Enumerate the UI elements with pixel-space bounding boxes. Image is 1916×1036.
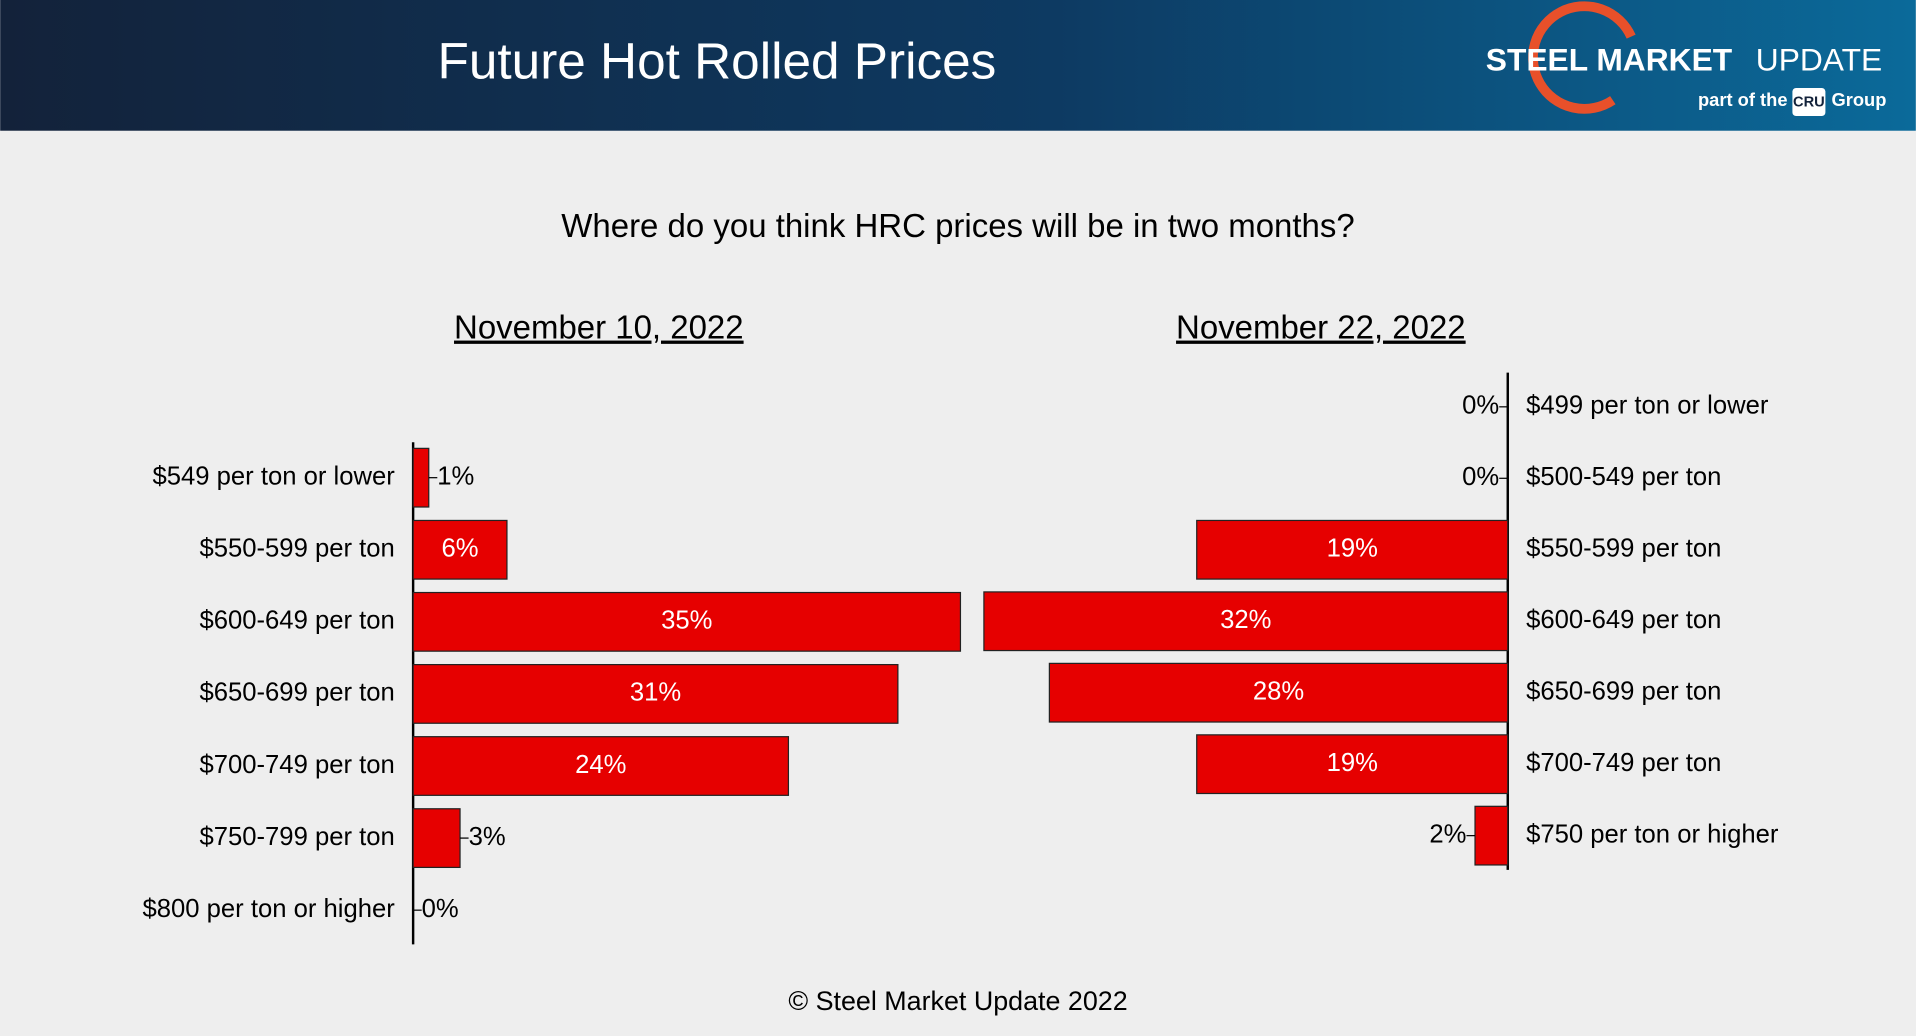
category-label: $650-699 per ton xyxy=(1526,677,1721,705)
bar xyxy=(412,447,430,508)
category-label: $800 per ton or higher xyxy=(142,895,395,923)
bar xyxy=(412,736,790,796)
brand-light: UPDATE xyxy=(1756,42,1882,78)
bar xyxy=(412,808,461,869)
bar xyxy=(983,591,1509,652)
category-label: $700-749 per ton xyxy=(1526,749,1721,777)
brand-badge-bg xyxy=(1792,87,1826,117)
value-label: 0% xyxy=(422,895,459,923)
chart-title: November 10, 2022 xyxy=(454,309,744,346)
category-label: $750 per ton or higher xyxy=(1526,820,1779,848)
logo-arc xyxy=(1528,1,1636,114)
category-label: $550-599 per ton xyxy=(199,535,394,563)
subtitle: Where do you think HRC prices will be in… xyxy=(561,207,1354,244)
bar xyxy=(412,663,899,724)
value-label: 31% xyxy=(630,679,681,707)
bar xyxy=(412,519,508,580)
value-label: 3% xyxy=(469,823,506,851)
category-label: $549 per ton or lower xyxy=(152,462,395,490)
value-label: 32% xyxy=(1220,606,1271,634)
category-label: $550-599 per ton xyxy=(1526,535,1721,563)
value-label: 19% xyxy=(1327,749,1378,777)
value-label: 19% xyxy=(1327,535,1378,563)
value-label: 28% xyxy=(1253,677,1304,705)
category-label: $500-549 per ton xyxy=(1526,463,1721,491)
bar xyxy=(1048,662,1509,723)
header-title: Future Hot Rolled Prices xyxy=(438,32,997,89)
category-label: $600-649 per ton xyxy=(199,607,394,635)
brand-badge: CRU xyxy=(1793,94,1825,110)
chart-title: November 22, 2022 xyxy=(1176,309,1466,346)
category-label: $600-649 per ton xyxy=(1526,606,1721,634)
value-label: 0% xyxy=(1462,463,1499,491)
brand-sub: part of the xyxy=(1698,89,1788,110)
value-label: 1% xyxy=(437,462,474,490)
value-label: 24% xyxy=(575,751,626,779)
brand-bold: STEEL MARKET xyxy=(1486,42,1733,78)
category-label: $650-699 per ton xyxy=(199,679,394,707)
value-label: 2% xyxy=(1429,820,1466,848)
brand-group: Group xyxy=(1832,89,1887,110)
category-label: $750-799 per ton xyxy=(199,823,394,851)
value-label: 35% xyxy=(661,607,712,635)
category-label: $499 per ton or lower xyxy=(1526,392,1769,420)
footer: © Steel Market Update 2022 xyxy=(788,986,1127,1016)
category-label: $700-749 per ton xyxy=(199,751,394,779)
bar xyxy=(1196,519,1509,580)
bar xyxy=(1474,805,1509,866)
bar xyxy=(1196,734,1509,795)
value-label: 6% xyxy=(442,535,479,563)
value-label: 0% xyxy=(1462,392,1499,420)
bar xyxy=(412,591,962,652)
